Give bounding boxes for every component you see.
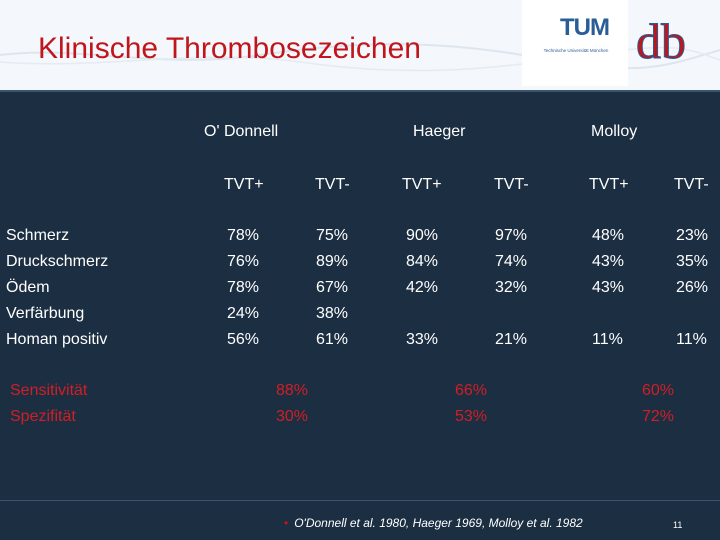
table-cell: 43%: [592, 253, 625, 270]
reference-footnote: • O'Donnell et al. 1980, Haeger 1969, Mol…: [284, 516, 583, 530]
page-title: Klinische Thrombosezeichen: [38, 32, 421, 65]
table-cell: 67%: [316, 279, 349, 296]
subheader-tvt-pos: TVT+: [224, 176, 264, 193]
footer-divider: [0, 500, 720, 501]
tum-logo-subtitle: Technische Universität München: [543, 48, 609, 53]
summary-cell: 30%: [276, 408, 309, 425]
table-cell: 33%: [406, 331, 439, 348]
table-cell: 24%: [227, 305, 260, 322]
subheader-tvt-neg: TVT-: [315, 176, 350, 193]
db-logo: db: [636, 13, 687, 70]
table-cell: 61%: [316, 331, 349, 348]
row-label: Schmerz: [6, 227, 70, 244]
summary-cell: 66%: [455, 382, 488, 399]
subheader-tvt-pos: TVT+: [589, 176, 629, 193]
row-label: Verfärbung: [6, 305, 85, 322]
table-cell: 43%: [592, 279, 625, 296]
summary-cell: 72%: [642, 408, 675, 425]
table-cell: 90%: [406, 227, 439, 244]
table-cell: 56%: [227, 331, 260, 348]
subheader-tvt-neg: TVT-: [674, 176, 709, 193]
group-header-molloy: Molloy: [591, 123, 638, 140]
header-wave-decoration: [0, 43, 720, 72]
table-cell: 26%: [676, 279, 709, 296]
table-cell: 84%: [406, 253, 439, 270]
reference-text: O'Donnell et al. 1980, Haeger 1969, Moll…: [294, 516, 583, 530]
summary-label-sensitivity: Sensitivität: [10, 382, 88, 399]
subheader-tvt-pos: TVT+: [402, 176, 442, 193]
table-cell: 76%: [227, 253, 260, 270]
table-cell: 75%: [316, 227, 349, 244]
db-logo-text: db: [636, 13, 686, 69]
header-divider: [0, 90, 720, 92]
tum-logo-mark: TUM: [560, 14, 610, 41]
summary-label-specificity: Spezifität: [10, 408, 76, 425]
table-cell: 42%: [406, 279, 439, 296]
table-cell: 11%: [676, 331, 707, 348]
table-cell: 23%: [676, 227, 709, 244]
table-cell: 97%: [495, 227, 528, 244]
table-cell: 78%: [227, 227, 260, 244]
table-cell: 78%: [227, 279, 260, 296]
bullet-icon: •: [284, 516, 289, 530]
summary-cell: 60%: [642, 382, 675, 399]
tum-logo: [522, 0, 628, 86]
summary-cell: 88%: [276, 382, 309, 399]
row-label: Ödem: [6, 279, 50, 296]
group-header-haeger: Haeger: [413, 123, 466, 140]
subheader-tvt-neg: TVT-: [494, 176, 529, 193]
table-cell: 89%: [316, 253, 349, 270]
row-label: Druckschmerz: [6, 253, 109, 270]
table-cell: 48%: [592, 227, 625, 244]
summary-cell: 53%: [455, 408, 488, 425]
group-header-odonnell: O' Donnell: [204, 123, 279, 140]
page-number: 11: [673, 520, 683, 530]
row-label: Homan positiv: [6, 331, 108, 348]
table-cell: 38%: [316, 305, 349, 322]
table-cell: 11%: [592, 331, 623, 348]
table-cell: 32%: [495, 279, 528, 296]
table-cell: 21%: [495, 331, 528, 348]
table-cell: 74%: [495, 253, 528, 270]
table-cell: 35%: [676, 253, 709, 270]
